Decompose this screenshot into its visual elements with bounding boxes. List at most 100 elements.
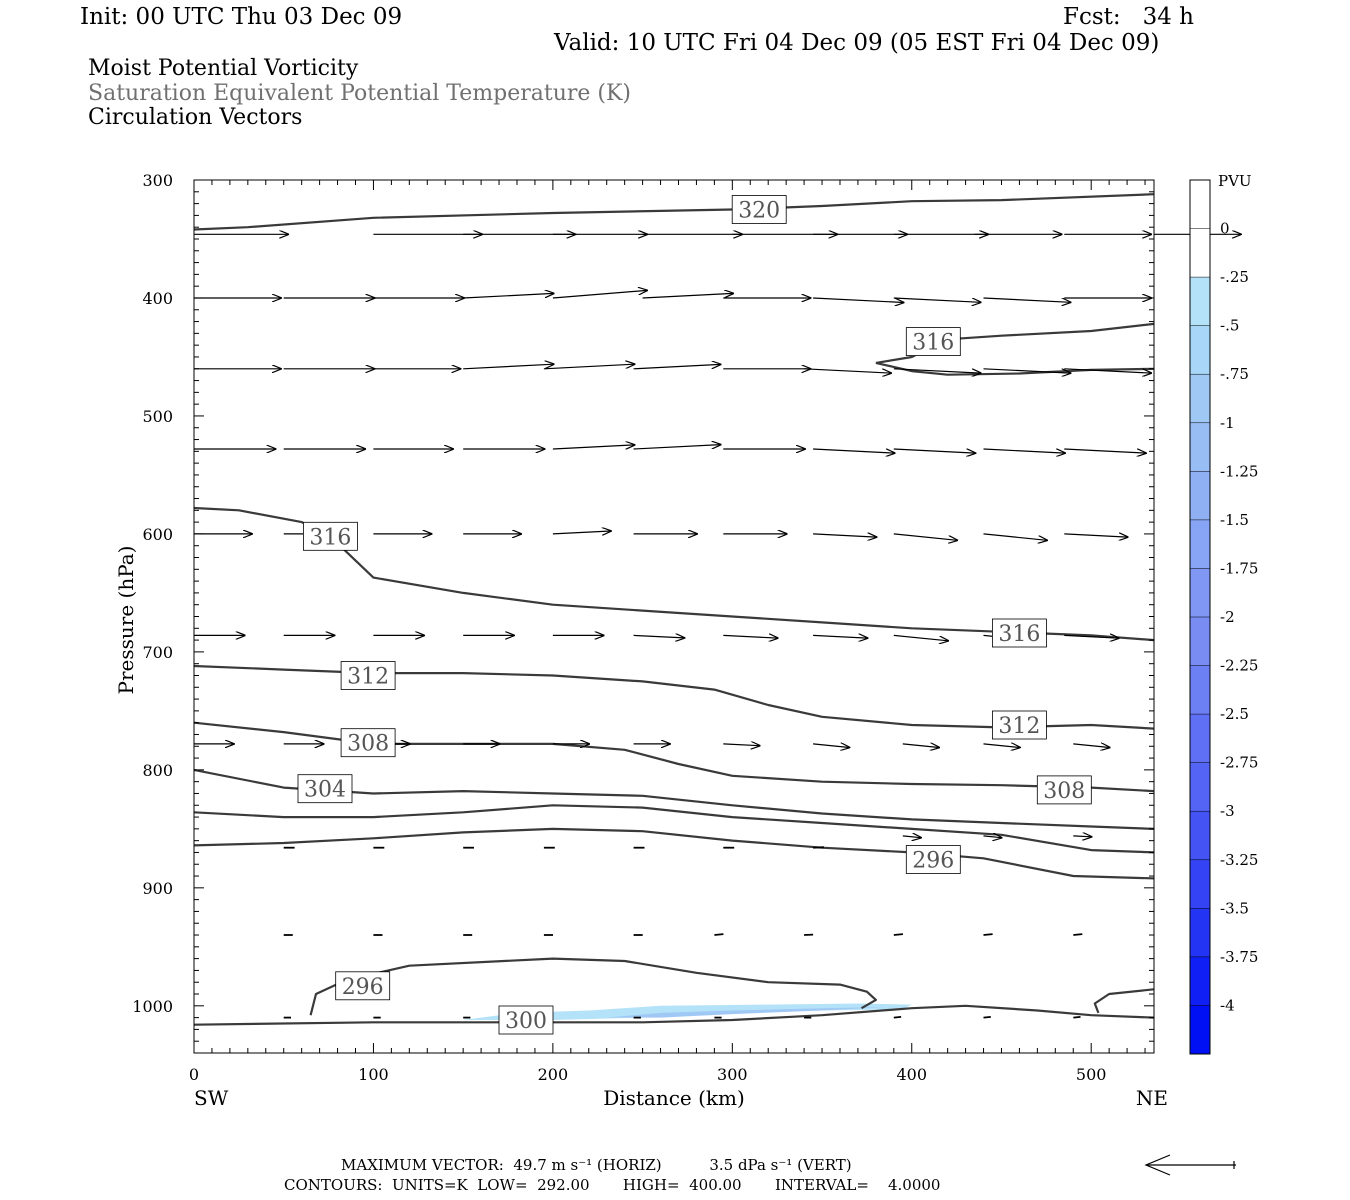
colorbar-swatch-8 bbox=[1190, 568, 1210, 618]
contour-label-3: 316 bbox=[998, 622, 1040, 647]
vector-2-10 bbox=[1064, 368, 1151, 373]
vector-9-9 bbox=[1073, 933, 1083, 936]
vector-3-4 bbox=[552, 445, 635, 450]
vector-1-3 bbox=[463, 293, 554, 299]
contour-label-box-8 bbox=[297, 774, 353, 804]
colorbar-label-14: -3.5 bbox=[1220, 899, 1249, 917]
vector-1-9 bbox=[983, 297, 1071, 302]
colorbar-unit: PVU bbox=[1218, 172, 1252, 190]
contour-label-2: 316 bbox=[309, 525, 351, 550]
theta-contour-3 bbox=[875, 361, 1155, 376]
theta-contour-11 bbox=[1093, 988, 1155, 1014]
vector-3-7 bbox=[813, 448, 895, 453]
reference-vector-head bbox=[1144, 1154, 1171, 1176]
contour-label-box-2 bbox=[302, 521, 358, 551]
contour-label-6: 308 bbox=[347, 732, 389, 757]
colorbar-label-13: -3.25 bbox=[1220, 851, 1258, 869]
vector-5-7 bbox=[813, 635, 867, 638]
contour-label-11: 300 bbox=[505, 1009, 547, 1034]
colorbar-label-3: -.75 bbox=[1220, 365, 1249, 383]
vector-4-8 bbox=[893, 533, 957, 540]
colorbar-label-11: -2.75 bbox=[1220, 754, 1258, 772]
colorbar-label-15: -3.75 bbox=[1220, 948, 1258, 966]
y-tick-label-1000: 1000 bbox=[132, 997, 173, 1016]
contour-label-5: 312 bbox=[998, 714, 1040, 739]
colorbar-swatch-0 bbox=[1190, 180, 1210, 230]
vector-10-7 bbox=[893, 1016, 902, 1019]
colorbar-label-6: -1.5 bbox=[1220, 511, 1249, 529]
contour-label-box-3 bbox=[992, 618, 1047, 648]
vector-3-9 bbox=[983, 448, 1066, 453]
contour-info: CONTOURS: UNITS=K LOW= 292.00 HIGH= 400.… bbox=[284, 1176, 941, 1194]
contour-label-1: 316 bbox=[912, 331, 954, 356]
vector-2-5 bbox=[633, 364, 721, 370]
valid-time: Valid: 10 UTC Fri 04 Dec 09 (05 EST Fri … bbox=[554, 30, 1160, 56]
x-tick-label-500: 500 bbox=[1076, 1065, 1107, 1084]
contour-label-7: 308 bbox=[1043, 779, 1085, 804]
contour-label-box-10 bbox=[335, 971, 391, 1001]
vector-6-8 bbox=[902, 744, 939, 748]
vector-1-5 bbox=[642, 293, 734, 299]
axis-ticks: 300 400 500 600 700 800 900 1000 0 100 200 300 400 50… bbox=[132, 171, 1154, 1084]
vector-6-9 bbox=[983, 744, 1020, 748]
colorbar-swatch-15 bbox=[1190, 908, 1210, 958]
colorbar-label-16: -4 bbox=[1220, 996, 1235, 1014]
contour-label-10: 296 bbox=[342, 975, 384, 1000]
vector-5-8 bbox=[893, 634, 948, 640]
colorbar-label-5: -1.25 bbox=[1220, 462, 1258, 480]
vector-3-8 bbox=[893, 448, 976, 453]
colorbar-swatch-14 bbox=[1190, 859, 1210, 909]
colorbar-label-7: -1.75 bbox=[1220, 559, 1258, 577]
forecast-hour: Fcst: 34 h bbox=[1063, 4, 1194, 30]
colorbar-swatch-12 bbox=[1190, 762, 1210, 812]
colorbar-swatch-10 bbox=[1190, 665, 1210, 715]
y-tick-label-300: 300 bbox=[142, 171, 173, 190]
init-time: Init: 00 UTC Thu 03 Dec 09 bbox=[80, 4, 403, 30]
theta-contour-10 bbox=[193, 1004, 1155, 1026]
y-axis-label: Pressure (hPa) bbox=[114, 546, 138, 695]
pv-region-core bbox=[606, 1007, 885, 1018]
contour-label-box-7 bbox=[1036, 775, 1092, 805]
vector-10-8 bbox=[983, 1016, 991, 1019]
colorbar: 0 -.25 -.5 -.75 -1 -1.25 -1.5 -1.75 -2 -2.25 -2.5 -… bbox=[1189, 179, 1258, 1055]
y-tick-label-600: 600 bbox=[142, 525, 173, 544]
plot-frame bbox=[193, 179, 1155, 1054]
pv-region bbox=[463, 1003, 912, 1020]
theta-contour-7 bbox=[193, 804, 1155, 854]
y-tick-label-400: 400 bbox=[142, 289, 173, 308]
contour-label-box-0 bbox=[731, 195, 787, 224]
x-axis-label: Distance (km) bbox=[603, 1086, 745, 1110]
contour-label-8: 304 bbox=[304, 778, 346, 803]
colorbar-swatch-6 bbox=[1190, 471, 1210, 521]
vector-2-7 bbox=[804, 368, 891, 373]
contour-label-box-5 bbox=[992, 710, 1047, 740]
vector-1-4 bbox=[552, 290, 647, 299]
theta-contour-6 bbox=[193, 768, 1155, 830]
y-tick-label-700: 700 bbox=[142, 643, 173, 662]
circulation-vectors bbox=[194, 234, 1241, 1019]
vector-4-10 bbox=[1064, 534, 1127, 537]
colorbar-swatch-16 bbox=[1190, 956, 1210, 1006]
x-right-end-label: NE bbox=[1136, 1086, 1168, 1110]
pv-shading bbox=[463, 1003, 912, 1020]
contour-label-0: 320 bbox=[738, 199, 780, 224]
vector-2-9 bbox=[983, 368, 1071, 373]
colorbar-label-9: -2.25 bbox=[1220, 657, 1258, 675]
colorbar-label-12: -3 bbox=[1220, 802, 1235, 820]
colorbar-label-10: -2.5 bbox=[1220, 705, 1249, 723]
y-tick-label-500: 500 bbox=[142, 407, 173, 426]
x-tick-label-200: 200 bbox=[538, 1065, 569, 1084]
contour-label-box-9 bbox=[905, 845, 961, 874]
y-tick-label-800: 800 bbox=[142, 761, 173, 780]
field-theta-title: Saturation Equivalent Potential Temperat… bbox=[88, 81, 631, 106]
vector-9-7 bbox=[893, 933, 903, 936]
vector-7-2 bbox=[1073, 836, 1091, 837]
vector-6-7 bbox=[813, 744, 849, 748]
x-tick-label-300: 300 bbox=[717, 1065, 748, 1084]
vector-4-7 bbox=[813, 534, 876, 537]
contour-label-9: 296 bbox=[912, 849, 954, 874]
contour-label-box-4 bbox=[340, 661, 396, 690]
vector-1-8 bbox=[893, 297, 981, 302]
colorbar-swatch-5 bbox=[1190, 422, 1210, 472]
